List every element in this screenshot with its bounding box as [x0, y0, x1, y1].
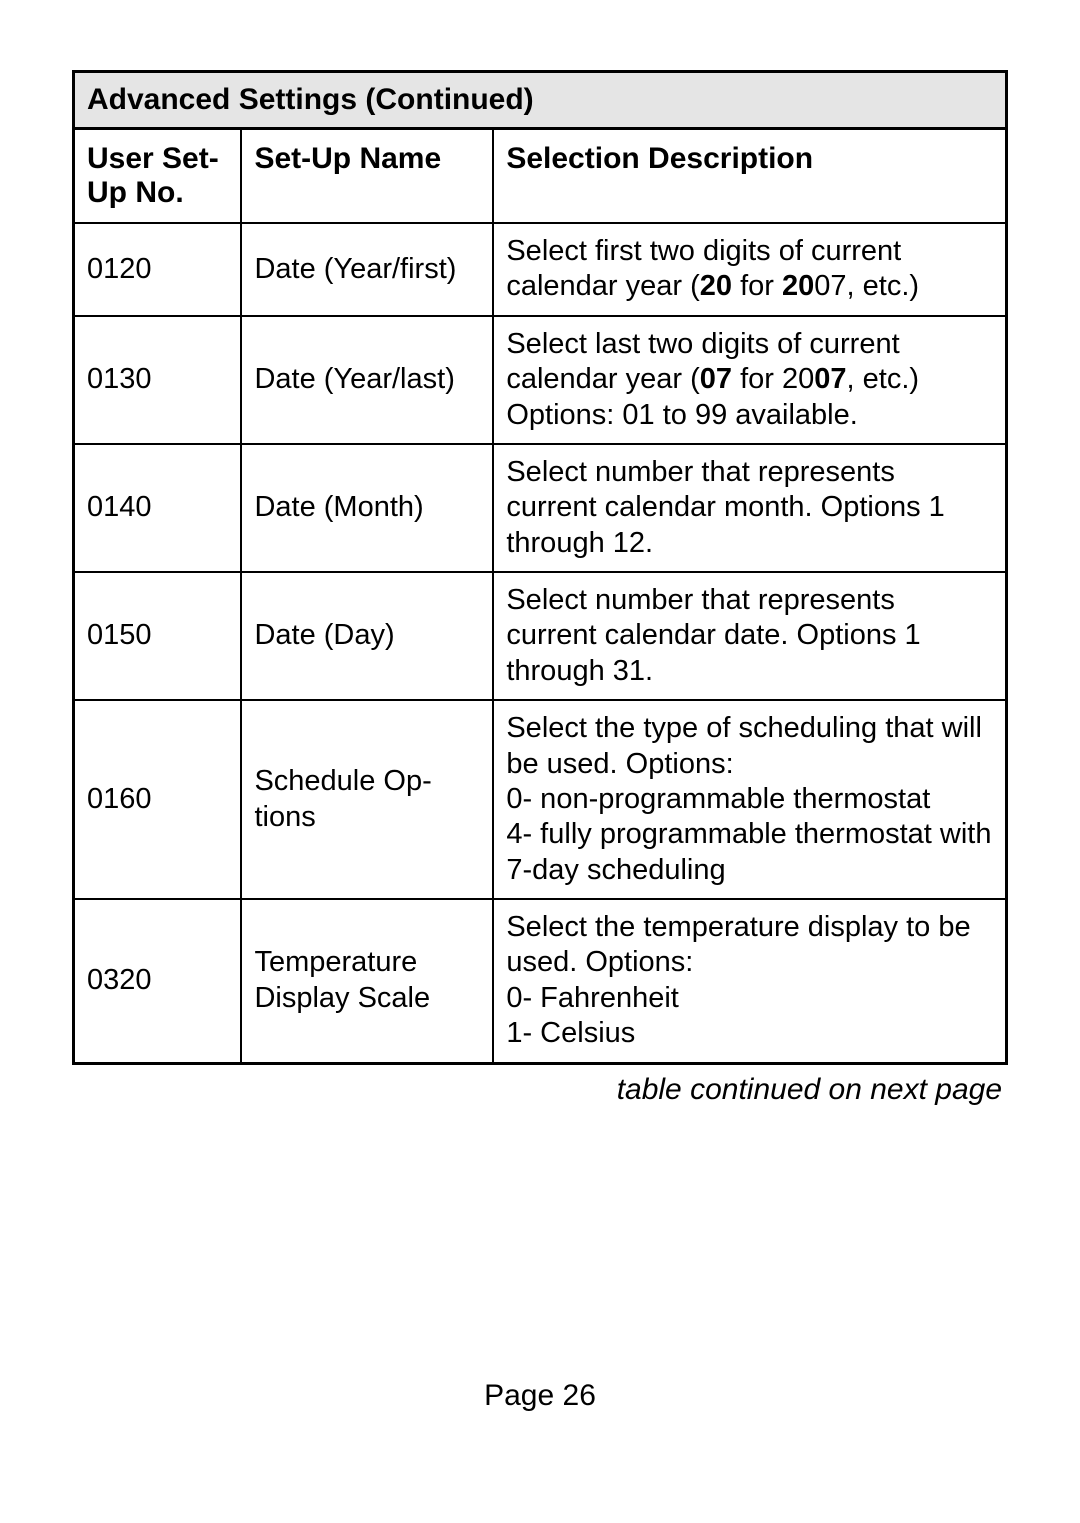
table-row: 0150 Date (Day) Select number that repre… — [74, 572, 1007, 700]
table-row: 0130 Date (Year/last) Select last two di… — [74, 316, 1007, 444]
cell-setup-name: Schedule Op-tions — [241, 700, 493, 899]
table-continued-caption: table continued on next page — [72, 1073, 1008, 1107]
cell-description: Select last two digits of current calend… — [493, 316, 1006, 444]
cell-setup-no: 0130 — [74, 316, 242, 444]
cell-setup-name: Date (Year/last) — [241, 316, 493, 444]
cell-setup-name: Date (Year/first) — [241, 223, 493, 316]
cell-setup-no: 0320 — [74, 899, 242, 1063]
col-header-user-setup-no: User Set-Up No. — [74, 129, 242, 224]
advanced-settings-table: Advanced Settings (Continued) User Set-U… — [72, 70, 1008, 1065]
cell-description: Select number that represents current ca… — [493, 444, 1006, 572]
cell-setup-no: 0120 — [74, 223, 242, 316]
cell-setup-name: Temperature Display Scale — [241, 899, 493, 1063]
table-title-row: Advanced Settings (Continued) — [74, 72, 1007, 129]
table-header-row: User Set-Up No. Set-Up Name Selection De… — [74, 129, 1007, 224]
cell-setup-no: 0140 — [74, 444, 242, 572]
cell-setup-name: Date (Day) — [241, 572, 493, 700]
page: Advanced Settings (Continued) User Set-U… — [0, 0, 1080, 1523]
table-title: Advanced Settings (Continued) — [74, 72, 1007, 129]
page-number: Page 26 — [0, 1379, 1080, 1413]
cell-setup-name: Date (Month) — [241, 444, 493, 572]
cell-description: Select first two digits of current calen… — [493, 223, 1006, 316]
table-row: 0320 Temperature Display Scale Select th… — [74, 899, 1007, 1063]
cell-description: Select the type of scheduling that will … — [493, 700, 1006, 899]
table-row: 0140 Date (Month) Select number that rep… — [74, 444, 1007, 572]
table-row: 0160 Schedule Op-tions Select the type o… — [74, 700, 1007, 899]
cell-setup-no: 0150 — [74, 572, 242, 700]
col-header-setup-name: Set-Up Name — [241, 129, 493, 224]
cell-description: Select the temperature display to be use… — [493, 899, 1006, 1063]
table-row: 0120 Date (Year/first) Select first two … — [74, 223, 1007, 316]
cell-description: Select number that represents current ca… — [493, 572, 1006, 700]
col-header-selection-description: Selection Description — [493, 129, 1006, 224]
cell-setup-no: 0160 — [74, 700, 242, 899]
